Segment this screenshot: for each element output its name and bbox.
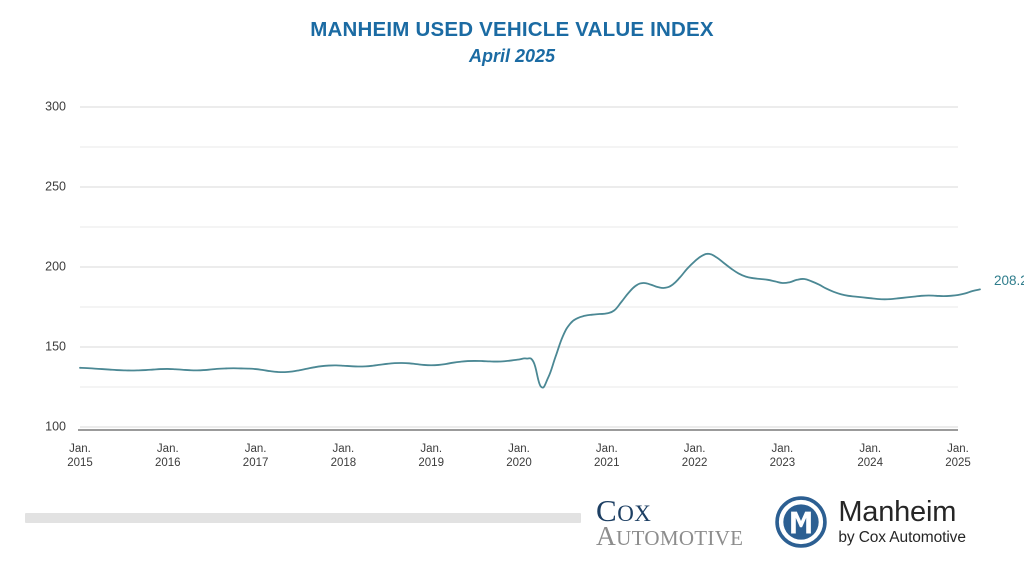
page-title: MANHEIM USED VEHICLE VALUE INDEX bbox=[310, 18, 714, 41]
x-tick-label: Jan. 2024 bbox=[857, 443, 883, 469]
y-tick-label: 300 bbox=[45, 99, 66, 113]
cox-lead-letter: C bbox=[596, 493, 618, 529]
x-tick-label: Jan. 2022 bbox=[682, 443, 708, 469]
x-tick-label: Jan. 2020 bbox=[506, 443, 532, 469]
cox-automotive-logo: COX AUTOMOTIVE bbox=[596, 494, 743, 549]
automotive-lead-letter: A bbox=[596, 520, 617, 552]
cox-rest-letters: OX bbox=[617, 501, 652, 527]
x-axis-tick-labels: Jan. 2015 Jan. 2016 Jan. 2017 Jan. 2018 Jan. 2019… bbox=[67, 443, 971, 469]
manheim-circle-m-icon bbox=[775, 496, 828, 548]
x-tick-label: Jan. 2017 bbox=[243, 443, 269, 469]
endpoint-value-label: 208.2 bbox=[994, 273, 1024, 288]
manheim-title: Manheim bbox=[838, 496, 957, 529]
y-axis-tick-labels: 100 150 200 250 300 bbox=[45, 99, 66, 433]
x-tick-label: Jan. 2015 bbox=[67, 443, 93, 469]
page-subtitle: April 2025 bbox=[468, 45, 556, 66]
manheim-tagline: by Cox Automotive bbox=[838, 529, 966, 547]
y-tick-label: 200 bbox=[45, 259, 66, 273]
automotive-rest-letters: UTOMOTIVE bbox=[616, 526, 744, 551]
x-tick-label: Jan. 2016 bbox=[155, 443, 181, 469]
manheim-wordmark: Manheim by Cox Automotive bbox=[838, 498, 966, 546]
cox-wordmark: COX bbox=[596, 493, 652, 529]
x-tick-label: Jan. 2025 bbox=[945, 443, 971, 469]
index-value-line bbox=[79, 252, 981, 389]
automotive-wordmark: AUTOMOTIVE bbox=[596, 520, 744, 552]
footer-divider-bar bbox=[25, 513, 581, 523]
x-tick-label: Jan. 2021 bbox=[594, 443, 620, 469]
x-tick-label: Jan. 2019 bbox=[418, 443, 444, 469]
y-tick-label: 250 bbox=[45, 179, 66, 193]
manheim-logo: Manheim by Cox Automotive bbox=[775, 496, 966, 548]
footer-logos: COX AUTOMOTIVE Manheim by Cox Automotive bbox=[596, 487, 996, 557]
x-tick-label: Jan. 2023 bbox=[770, 443, 796, 469]
title-block: MANHEIM USED VEHICLE VALUE INDEX April 2… bbox=[0, 18, 1024, 68]
gridlines bbox=[80, 106, 958, 428]
x-tick-label: Jan. 2018 bbox=[331, 443, 357, 469]
y-tick-label: 100 bbox=[45, 419, 66, 433]
y-tick-label: 150 bbox=[45, 339, 66, 353]
